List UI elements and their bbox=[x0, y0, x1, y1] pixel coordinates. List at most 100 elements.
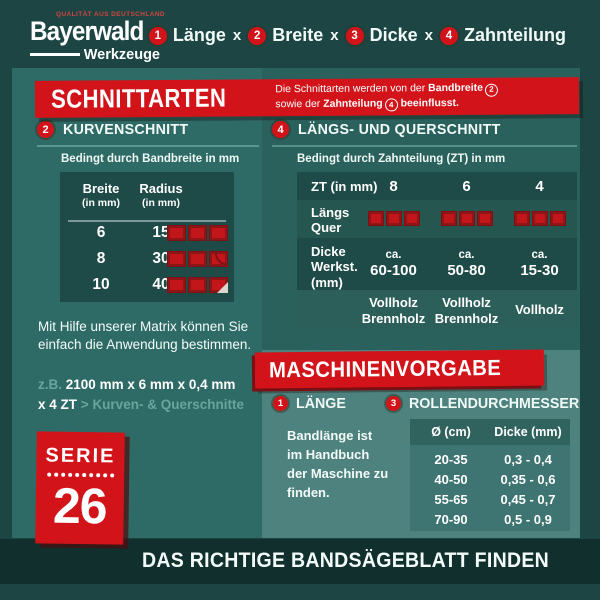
cut-chip-corner-icon bbox=[209, 277, 228, 293]
zt-row-label: ZT (in mm) bbox=[311, 179, 378, 194]
ca-label: ca. bbox=[458, 249, 475, 261]
rollendurchmesser-title: ROLLENDURCHMESSER bbox=[409, 395, 580, 412]
laengs-quer-label: Längs Quer bbox=[311, 205, 350, 236]
formula-number-2-icon: 2 bbox=[248, 26, 267, 45]
rollen-table-header: Ø (cm) Dicke (mm) bbox=[410, 419, 570, 445]
brand-subrow: Werkzeuge bbox=[30, 47, 160, 63]
table-header-divider bbox=[68, 220, 226, 222]
desc-bold-zahnteilung: Zahnteilung bbox=[323, 96, 383, 110]
serie-dots-divider bbox=[36, 472, 124, 478]
laengs-subtitle: Bedingt durch Zahnteilung (ZT) in mm bbox=[297, 153, 506, 165]
dot bbox=[95, 473, 100, 478]
brand-sub-name: Werkzeuge bbox=[83, 46, 160, 63]
breite-value: 10 bbox=[92, 276, 110, 293]
cut-chip-icon bbox=[458, 211, 475, 226]
radius-value: 30 bbox=[152, 250, 170, 267]
dot bbox=[81, 473, 86, 478]
col-header-breite: Breite (in mm) bbox=[72, 181, 130, 209]
cut-type-icons-row1 bbox=[167, 225, 228, 241]
maschinenvorgabe-title: MASCHINENVORGABE bbox=[268, 354, 502, 383]
dot bbox=[53, 472, 58, 477]
example-result-link: Kurven- & Querschnitte bbox=[92, 396, 244, 412]
col-header-label: Breite bbox=[82, 181, 120, 196]
matrix-note: Mit Hilfe unserer Matrix können Sie einf… bbox=[38, 319, 252, 353]
rollendurchmesser-subheader: 3 ROLLENDURCHMESSER bbox=[386, 395, 588, 412]
dicke-value: 0,45 - 0,7 bbox=[500, 492, 556, 507]
dot bbox=[109, 473, 114, 478]
dot bbox=[60, 472, 65, 477]
laenge-subheader: 1 LÄNGE bbox=[273, 395, 349, 412]
cut-chip-icon bbox=[476, 211, 493, 226]
durchmesser-value: 40-50 bbox=[434, 472, 468, 487]
brand-underline bbox=[30, 53, 80, 56]
cut-chip-icon bbox=[440, 211, 457, 226]
desc-text: Die Schnittarten werden von der bbox=[275, 81, 429, 95]
cut-type-icons-row2 bbox=[167, 251, 228, 267]
number-1-icon: 1 bbox=[273, 396, 288, 411]
zt-value: 8 bbox=[389, 178, 398, 195]
circled-4-icon: 4 bbox=[384, 98, 398, 112]
holzart-value: Vollholz Brennholz bbox=[361, 295, 426, 326]
dicke-col-header: Dicke (mm) bbox=[494, 425, 562, 439]
cut-chip-icon bbox=[167, 251, 186, 267]
radius-value: 40 bbox=[152, 276, 170, 293]
cut-chip-icon bbox=[367, 211, 384, 226]
formula-separator: x bbox=[424, 27, 433, 44]
cut-chip-curve-icon bbox=[209, 251, 228, 267]
dicke-value: 0,35 - 0,6 bbox=[500, 472, 556, 487]
rollendurchmesser-table: Ø (cm) Dicke (mm) 20-35 0,3 - 0,4 40-50 … bbox=[410, 419, 570, 531]
zt-value: 4 bbox=[535, 178, 544, 195]
formula-separator: x bbox=[330, 27, 339, 44]
ca-label: ca. bbox=[385, 249, 402, 261]
schnittarten-title: SCHNITTARTEN bbox=[50, 82, 227, 114]
dicke-value: 0,5 - 0,9 bbox=[504, 512, 552, 527]
brand-logo: QUALITÄT AUS DEUTSCHLAND Bayerwald Werkz… bbox=[30, 11, 166, 63]
laenge-title: LÄNGE bbox=[296, 395, 346, 412]
desc-bold-bandbreite: Bandbreite bbox=[428, 81, 484, 94]
col-header-label: Radius bbox=[139, 181, 183, 196]
durchmesser-col-header: Ø (cm) bbox=[431, 425, 471, 439]
number-4-icon: 4 bbox=[272, 121, 289, 138]
range-value: 15-30 bbox=[520, 261, 559, 279]
laengs-querschnitt-table: ZT (in mm) 8 6 4 Längs Quer Dicke Werkst… bbox=[297, 172, 577, 328]
cut-chip-icon bbox=[385, 211, 402, 226]
dot bbox=[67, 472, 72, 477]
circled-2-icon: 2 bbox=[484, 83, 499, 97]
zt-row: ZT (in mm) 8 6 4 bbox=[297, 172, 577, 200]
cut-type-icons-row3 bbox=[167, 277, 228, 293]
dimension-formula: 1 Länge x 2 Breite x 3 Dicke x 4 Zahntei… bbox=[148, 25, 566, 46]
dicke-range: ca. 60-100 bbox=[357, 249, 430, 279]
example-label: z.B. bbox=[38, 377, 63, 392]
breite-value: 6 bbox=[96, 224, 106, 241]
kurvenschnitt-title: KURVENSCHNITT bbox=[63, 121, 189, 138]
maschinenvorgabe-banner: MASCHINENVORGABE bbox=[254, 349, 545, 389]
cut-icons-zt8 bbox=[357, 211, 430, 231]
example-zt: x 4 ZT bbox=[38, 396, 78, 412]
brand-quality-claim: QUALITÄT AUS DEUTSCHLAND bbox=[56, 11, 166, 18]
number-2-icon: 2 bbox=[37, 121, 54, 138]
holzart-row: Vollholz Brennholz Vollholz Brennholz Vo… bbox=[297, 290, 577, 328]
durchmesser-value: 55-65 bbox=[434, 492, 468, 507]
desc-bold-beeinflusst: beeinflusst. bbox=[400, 96, 460, 109]
cut-icons-zt6 bbox=[430, 211, 503, 231]
dicke-werkstueck-row: Dicke Werkst. (mm) ca. 60-100 ca. 50-80 … bbox=[297, 238, 577, 290]
schnittarten-banner: SCHNITTARTEN Die Schnittarten werden von… bbox=[34, 77, 580, 118]
serie-label: SERIE bbox=[45, 444, 116, 468]
cut-chip-icon bbox=[549, 211, 566, 226]
holzart-value: Vollholz Brennholz bbox=[434, 295, 499, 326]
cut-chip-icon bbox=[188, 225, 207, 241]
cut-chip-icon bbox=[513, 211, 530, 226]
kurvenschnitt-header: 2 KURVENSCHNITT bbox=[37, 121, 195, 138]
cut-icons-zt4 bbox=[503, 211, 576, 231]
serie-badge: SERIE 26 bbox=[35, 431, 125, 545]
ca-label: ca. bbox=[531, 249, 548, 261]
brand-name: Bayerwald bbox=[30, 16, 144, 46]
kurvenschnitt-subtitle: Bedingt durch Bandbreite in mm bbox=[61, 153, 240, 165]
desc-text: sowie der bbox=[275, 97, 324, 110]
holzart-value: Vollholz bbox=[515, 302, 564, 317]
laengs-querschnitt-header: 4 LÄNGS- UND QUERSCHNITT bbox=[272, 121, 511, 138]
cut-chip-icon bbox=[167, 225, 186, 241]
laengs-quer-row: Längs Quer bbox=[297, 200, 577, 238]
cut-chip-icon bbox=[167, 277, 186, 293]
